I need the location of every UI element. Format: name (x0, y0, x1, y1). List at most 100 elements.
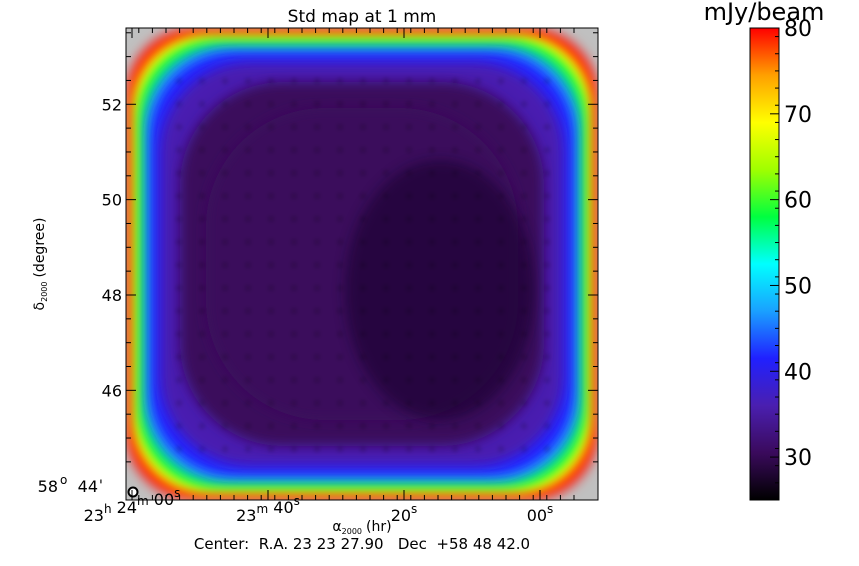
grid-dot (268, 400, 274, 406)
grid-dot (291, 147, 297, 153)
grid-dot (452, 124, 458, 130)
grid-dot (245, 193, 251, 199)
grid-dot (337, 170, 343, 176)
grid-dot (475, 147, 481, 153)
grid-dot (544, 331, 550, 337)
grid-dot (383, 216, 389, 222)
grid-dot (360, 285, 366, 291)
grid-dot (452, 170, 458, 176)
y-axis-label-unit: (degree) (32, 218, 48, 278)
grid-dot (291, 446, 297, 452)
grid-dot (544, 446, 550, 452)
grid-dot (544, 216, 550, 222)
grid-dot (429, 308, 435, 314)
y-tick-label: 48 (102, 286, 122, 305)
grid-dot (521, 354, 527, 360)
grid-dot (245, 331, 251, 337)
grid-dot (268, 308, 274, 314)
grid-dot (360, 400, 366, 406)
grid-dot (521, 377, 527, 383)
grid-dot (360, 239, 366, 245)
grid-dot (176, 446, 182, 452)
grid-dot (498, 262, 504, 268)
grid-dot (268, 331, 274, 337)
colorbar (749, 27, 780, 501)
grid-dot (452, 423, 458, 429)
x-tick-label: 20s (391, 502, 418, 525)
grid-dot (475, 377, 481, 383)
center-coordinates: Center: R.A. 23 23 27.90 Dec +58 48 42.0 (194, 535, 530, 553)
grid-dot (383, 377, 389, 383)
grid-dot (245, 446, 251, 452)
grid-dot (222, 101, 228, 107)
grid-dot (314, 285, 320, 291)
grid-dot (245, 78, 251, 84)
grid-dot (291, 101, 297, 107)
colorbar-tick-label: 50 (784, 274, 812, 299)
grid-dot (222, 400, 228, 406)
grid-dot (199, 78, 205, 84)
grid-dot (222, 216, 228, 222)
grid-dot (314, 101, 320, 107)
grid-dot (245, 239, 251, 245)
grid-dot (199, 101, 205, 107)
grid-dot (360, 446, 366, 452)
x-axis-label: α2000 (hr) (332, 519, 391, 536)
grid-dot (452, 239, 458, 245)
grid-dot (199, 124, 205, 130)
grid-dot (360, 124, 366, 130)
grid-dot (429, 147, 435, 153)
grid-dot (199, 170, 205, 176)
grid-dot (337, 400, 343, 406)
grid-dot (245, 354, 251, 360)
grid-dot (544, 354, 550, 360)
grid-dot (429, 239, 435, 245)
grid-dot (222, 124, 228, 130)
y-origin-minute-symbol: ' (99, 478, 103, 494)
x-tick-label: 23m 40s (236, 494, 300, 525)
grid-dot (337, 423, 343, 429)
grid-dot (429, 446, 435, 452)
grid-dot (383, 446, 389, 452)
grid-dot (199, 423, 205, 429)
grid-dot (406, 400, 412, 406)
grid-dot (314, 262, 320, 268)
x-tick-label: 23h 24m 00s (84, 486, 181, 525)
grid-dot (521, 124, 527, 130)
grid-dot (245, 423, 251, 429)
grid-dot (360, 354, 366, 360)
grid-dot (498, 400, 504, 406)
grid-dot (337, 239, 343, 245)
grid-dot (337, 78, 343, 84)
grid-dot (222, 446, 228, 452)
grid-dot (475, 262, 481, 268)
grid-dot (452, 331, 458, 337)
grid-dot (544, 308, 550, 314)
grid-dot (521, 400, 527, 406)
grid-dot (475, 331, 481, 337)
grid-dot (176, 147, 182, 153)
chart-title: Std map at 1 mm (288, 7, 437, 27)
grid-dot (268, 170, 274, 176)
grid-dot (406, 331, 412, 337)
grid-dot (544, 239, 550, 245)
grid-dot (360, 193, 366, 199)
grid-dot (360, 147, 366, 153)
grid-dot (383, 262, 389, 268)
grid-dot (222, 331, 228, 337)
grid-dot (452, 400, 458, 406)
grid-dot (245, 124, 251, 130)
grid-dot (268, 354, 274, 360)
grid-dot (521, 285, 527, 291)
grid-dot (383, 170, 389, 176)
grid-dot (291, 170, 297, 176)
grid-dot (521, 239, 527, 245)
grid-dot (383, 78, 389, 84)
grid-dot (521, 170, 527, 176)
grid-dot (291, 78, 297, 84)
y-tick-label: 52 (102, 95, 122, 114)
grid-dot (360, 331, 366, 337)
grid-dot (498, 446, 504, 452)
grid-dot (337, 354, 343, 360)
grid-dot (406, 308, 412, 314)
